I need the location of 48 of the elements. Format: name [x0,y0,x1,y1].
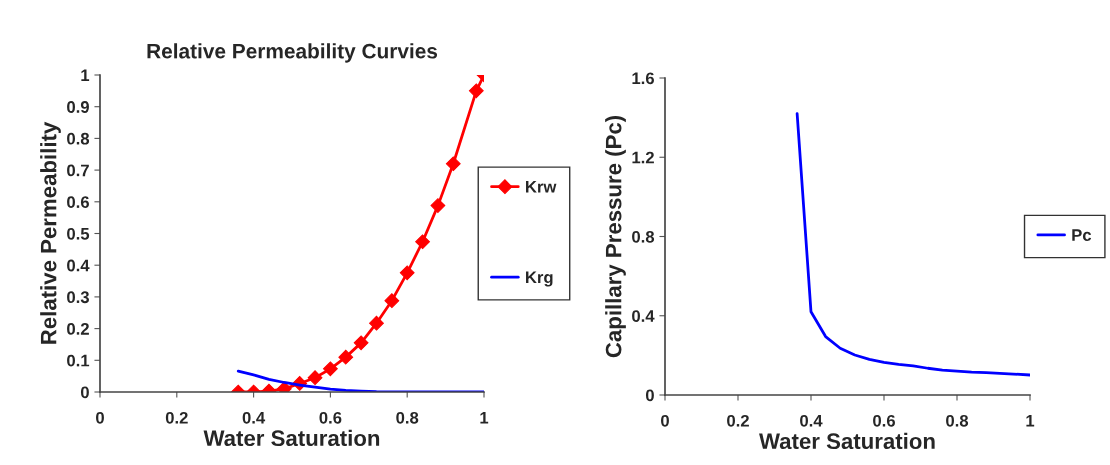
y-tick-label: 1.6 [632,72,654,85]
x-tick-label: 0.8 [946,414,969,427]
point [445,156,461,172]
x-tick-label: 0.6 [873,414,895,427]
x-tick-label: 0.4 [800,414,823,427]
y-tick-label: 0.5 [67,227,90,240]
x-tick-label: 0 [96,411,104,424]
y-tick-label: 0.3 [67,291,89,304]
legend-label: Krg [526,271,553,287]
point [369,315,384,331]
y-tick-label: 0 [645,389,654,402]
point [353,335,369,351]
y-axis-title: Capillary Pressure (Pc) [605,115,626,358]
y-tick-label: 0.8 [67,132,90,145]
y-tick-label: 1.2 [632,151,654,164]
point [384,293,400,309]
y-tick-label: 0.1 [67,354,90,367]
chart-title: Relative Permeability Curvies [147,43,438,63]
x-tick-label: 1 [480,412,489,424]
y-axis-title: Relative Permeability [40,121,61,344]
y-tick-label: 0.6 [67,196,89,208]
x-tick-label: 0.8 [396,411,419,424]
x-axis-title: Water Saturation [203,429,380,447]
point [430,198,446,213]
x-tick-label: 0 [661,414,669,427]
legend-label: Krw [526,181,557,193]
line-series [795,112,1030,377]
point [468,83,484,99]
x-tick-label: 0.2 [165,411,188,424]
point [323,361,338,377]
y-tick-label: 0.8 [632,230,655,243]
legend-label: Pc [1072,229,1092,241]
x-tick-label: 0.2 [727,414,749,427]
y-tick-label: 0.7 [67,164,89,177]
point [338,349,354,365]
point [307,370,323,386]
y-tick-label: 0.4 [632,310,655,322]
y-tick-label: 0 [80,386,89,399]
point [415,234,430,250]
x-tick-label: 0.4 [242,411,266,424]
y-tick-label: 0.9 [67,101,89,113]
x-axis-title: Water Saturation [759,432,935,450]
x-tick-label: 0.6 [319,411,342,424]
y-tick-label: 0.4 [67,259,90,272]
y-tick-label: 0.2 [67,323,89,335]
point [399,265,415,281]
y-tick-label: 1 [81,69,90,82]
x-tick-label: 1 [1026,415,1035,427]
